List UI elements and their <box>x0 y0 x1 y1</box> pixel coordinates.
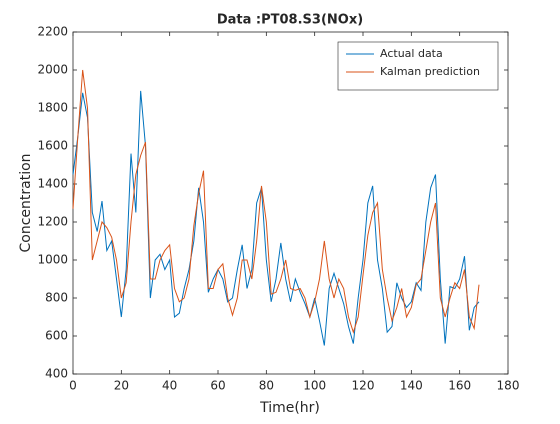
x-tick-label: 180 <box>497 379 520 393</box>
y-tick-label: 1000 <box>37 253 68 267</box>
legend-box <box>337 41 499 91</box>
x-tick-label: 20 <box>114 379 129 393</box>
y-tick-label: 600 <box>45 329 68 343</box>
x-tick-label: 40 <box>162 379 177 393</box>
x-tick-label: 140 <box>400 379 423 393</box>
x-axis-label: Time(hr) <box>259 400 320 416</box>
legend-label: Actual data <box>380 47 443 60</box>
y-tick-label: 400 <box>45 367 68 381</box>
x-tick-label: 60 <box>210 379 225 393</box>
y-tick-label: 2000 <box>37 63 68 77</box>
data-line <box>72 69 480 334</box>
y-tick-label: 2200 <box>37 25 68 39</box>
data-line <box>72 90 480 346</box>
x-tick-label: 80 <box>259 379 274 393</box>
y-axis-label: Concentration <box>18 153 34 252</box>
y-tick-label: 1800 <box>37 101 68 115</box>
y-tick-label: 1200 <box>37 215 68 229</box>
x-tick-label: 0 <box>69 379 77 393</box>
y-tick-label: 1600 <box>37 139 68 153</box>
chart-title: Data :PT08.S3(NOx) <box>217 13 363 28</box>
y-tick-label: 1400 <box>37 177 68 191</box>
y-tick-label: 800 <box>45 291 68 305</box>
x-tick-label: 100 <box>303 379 326 393</box>
x-tick-label: 120 <box>352 379 375 393</box>
legend-label: Kalman prediction <box>380 65 480 78</box>
x-tick-label: 160 <box>448 379 471 393</box>
